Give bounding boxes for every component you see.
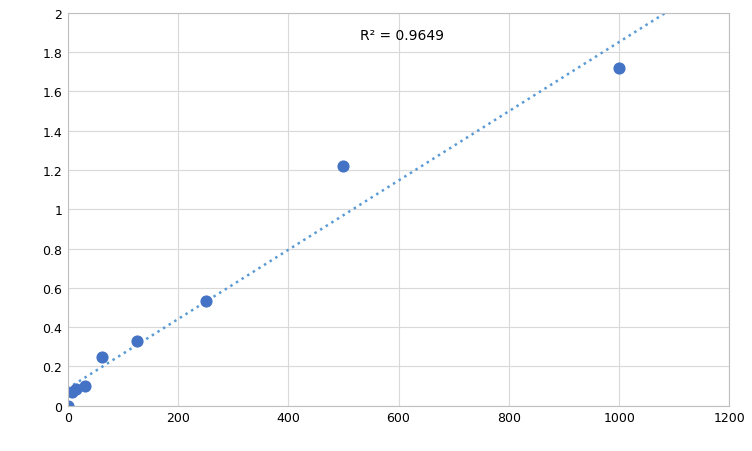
Point (96, 353, 108, 360)
Point (70, 386, 82, 393)
Point (338, 163, 350, 170)
Point (199, 297, 211, 304)
Point (66, 389, 78, 396)
Point (62, 402, 74, 410)
Point (79, 383, 91, 390)
Point (613, 65, 625, 72)
Text: R² = 0.9649: R² = 0.9649 (360, 29, 444, 43)
Point (131, 337, 143, 345)
